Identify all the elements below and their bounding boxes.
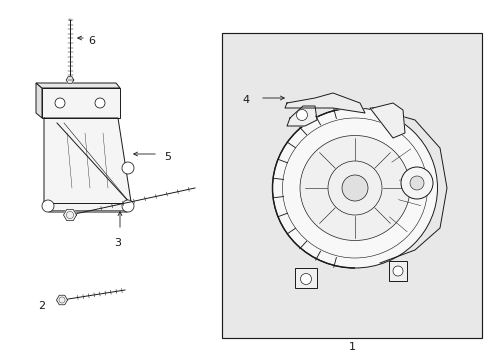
Polygon shape bbox=[369, 103, 404, 138]
Text: 1: 1 bbox=[348, 342, 355, 352]
Text: 4: 4 bbox=[242, 95, 249, 105]
Circle shape bbox=[95, 98, 105, 108]
Ellipse shape bbox=[272, 108, 437, 268]
Ellipse shape bbox=[299, 135, 409, 240]
Polygon shape bbox=[285, 93, 364, 113]
Text: 3: 3 bbox=[114, 238, 121, 248]
Circle shape bbox=[409, 176, 423, 190]
Circle shape bbox=[122, 162, 134, 174]
Circle shape bbox=[400, 167, 432, 199]
Bar bbox=[388, 261, 406, 281]
Polygon shape bbox=[63, 210, 76, 221]
Polygon shape bbox=[36, 83, 42, 118]
Circle shape bbox=[327, 161, 381, 215]
Circle shape bbox=[122, 200, 134, 212]
Text: 5: 5 bbox=[163, 152, 171, 162]
Polygon shape bbox=[44, 118, 132, 212]
Polygon shape bbox=[66, 77, 74, 83]
Bar bbox=[294, 268, 316, 288]
Polygon shape bbox=[286, 106, 316, 126]
Circle shape bbox=[42, 200, 54, 212]
Polygon shape bbox=[36, 83, 120, 88]
Circle shape bbox=[341, 175, 367, 201]
Text: 2: 2 bbox=[39, 301, 45, 311]
Circle shape bbox=[392, 266, 402, 276]
Text: 6: 6 bbox=[88, 36, 95, 46]
Bar bbox=[42, 88, 120, 118]
Polygon shape bbox=[57, 295, 67, 305]
Bar bbox=[222, 33, 481, 338]
Circle shape bbox=[300, 274, 311, 284]
Circle shape bbox=[296, 109, 307, 121]
Circle shape bbox=[55, 98, 65, 108]
